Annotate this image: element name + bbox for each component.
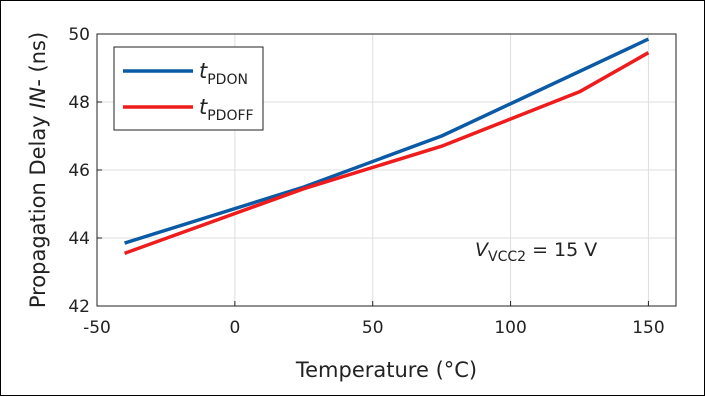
x-tick-label: 0 bbox=[229, 318, 240, 338]
x-tick-label: 100 bbox=[494, 318, 526, 338]
legend-box bbox=[113, 46, 264, 131]
tick-labels: -50 0 50 100 150 42 44 46 48 50 bbox=[68, 25, 664, 338]
x-axis-title: Temperature (°C) bbox=[295, 358, 477, 382]
legend-label-pdon: tPDON bbox=[199, 59, 248, 88]
legend-label-pdon-sub: PDON bbox=[207, 72, 248, 88]
y-axis-title-italic: IN- bbox=[26, 79, 50, 108]
legend-label-pdoff: tPDOFF bbox=[199, 95, 254, 124]
x-tick-label: 50 bbox=[362, 318, 384, 338]
y-tick-label: 42 bbox=[68, 297, 90, 317]
x-tick-label: 150 bbox=[632, 318, 664, 338]
vcc2-annotation-rest: = 15 V bbox=[526, 239, 597, 261]
legend-label-pdoff-sub: PDOFF bbox=[207, 108, 253, 124]
y-axis-title-post: (ns) bbox=[26, 32, 50, 79]
series-line-pdoff bbox=[124, 51, 650, 255]
y-tick-label: 44 bbox=[68, 229, 90, 249]
vcc2-annotation: VVCC2 = 15 V bbox=[475, 239, 597, 265]
y-tick-label: 48 bbox=[68, 93, 90, 113]
legend-label-pdon-main: t bbox=[199, 59, 208, 83]
y-axis-title: Propagation Delay IN- (ns) bbox=[26, 32, 50, 308]
vcc2-annotation-main: V bbox=[475, 239, 490, 261]
y-tick-label: 46 bbox=[68, 161, 90, 181]
series-lines bbox=[124, 37, 650, 255]
y-tick-label: 50 bbox=[68, 25, 90, 45]
vcc2-annotation-sub: VCC2 bbox=[488, 249, 526, 265]
legend-label-pdoff-main: t bbox=[199, 95, 208, 119]
x-tick-label: -50 bbox=[83, 318, 111, 338]
legend: tPDON tPDOFF bbox=[113, 46, 264, 131]
y-axis-title-pre: Propagation Delay bbox=[26, 109, 50, 309]
series-line-pdon bbox=[124, 37, 650, 245]
